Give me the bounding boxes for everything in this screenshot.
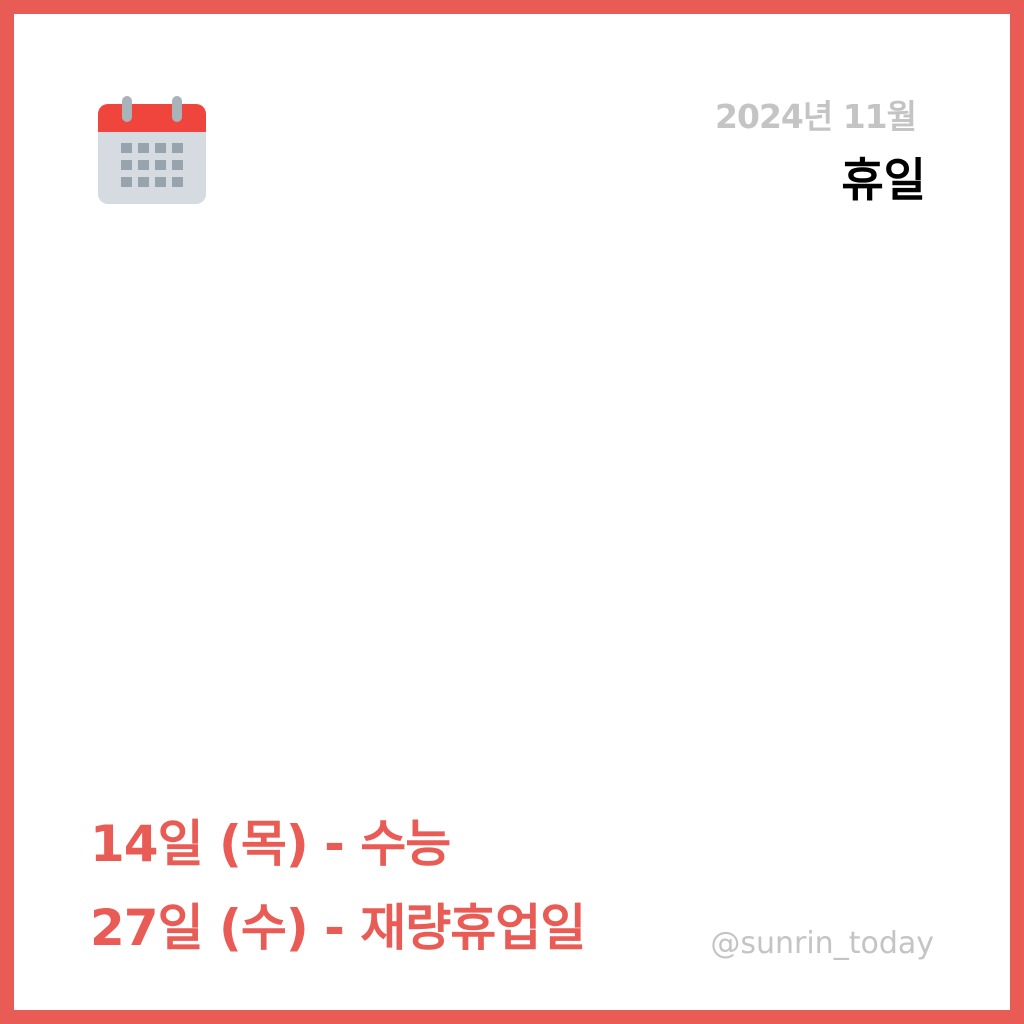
holiday-item: 14일 (목) - 수능 bbox=[90, 815, 451, 873]
holiday-list: 14일 (목) - 수능 27일 (수) - 재량휴업일 bbox=[90, 810, 586, 978]
page-title: 휴일 bbox=[841, 153, 926, 207]
date-label: 2024년 11월 bbox=[715, 97, 917, 136]
calendar-icon bbox=[98, 96, 206, 204]
account-handle: @sunrin_today bbox=[710, 926, 934, 961]
holiday-item: 27일 (수) - 재량휴업일 bbox=[90, 899, 586, 957]
